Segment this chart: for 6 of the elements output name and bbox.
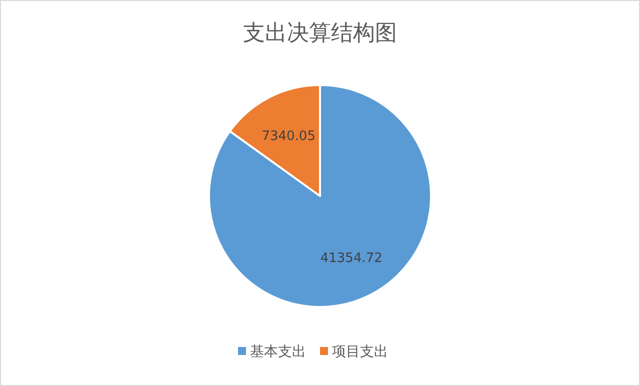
pie-slice	[208, 84, 432, 308]
data-label: 41354.72	[320, 251, 382, 266]
legend-label: 项目支出	[332, 344, 388, 360]
chart-title: 支出决算结构图	[243, 21, 397, 46]
data-label: 7340.05	[262, 128, 316, 144]
legend-label: 基本支出	[250, 344, 306, 360]
